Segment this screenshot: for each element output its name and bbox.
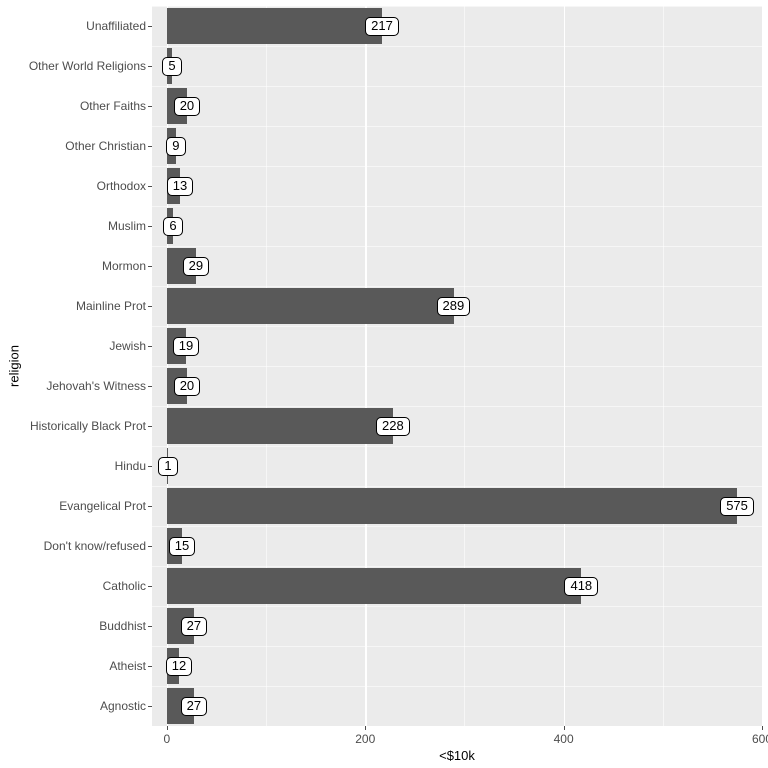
bar (167, 568, 582, 604)
gridline-h-minor (152, 286, 762, 287)
bar-value-label: 289 (437, 297, 471, 316)
bar-value-label: 27 (181, 697, 207, 716)
y-tick-mark (148, 466, 152, 467)
x-tick-mark (365, 726, 366, 730)
y-tick-mark (148, 346, 152, 347)
y-tick-mark (148, 626, 152, 627)
y-tick-label: Agnostic (100, 699, 146, 713)
gridline-h-minor (152, 406, 762, 407)
bar-value-label: 5 (162, 57, 181, 76)
gridline-h-minor (152, 446, 762, 447)
y-tick-mark (148, 306, 152, 307)
gridline-h-minor (152, 726, 762, 727)
figure: 217 5 20 9 13 6 29 289 19 20 228 1 575 15 418 27 12 27 re… (0, 0, 768, 768)
y-tick-mark (148, 586, 152, 587)
bar (167, 488, 737, 524)
y-tick-label: Mormon (102, 259, 146, 273)
bar-value-label: 19 (173, 337, 199, 356)
y-tick-label: Buddhist (99, 619, 146, 633)
y-tick-mark (148, 146, 152, 147)
x-tick-mark (564, 726, 565, 730)
gridline-major (762, 6, 764, 726)
gridline-h-minor (152, 206, 762, 207)
bar-value-label: 217 (365, 17, 399, 36)
bar-value-label: 1 (158, 457, 177, 476)
gridline-h-minor (152, 366, 762, 367)
gridline-h-minor (152, 686, 762, 687)
y-tick-label: Orthodox (97, 179, 146, 193)
y-tick-label: Other World Religions (29, 59, 146, 73)
y-tick-mark (148, 186, 152, 187)
bar-value-label: 20 (174, 377, 200, 396)
y-tick-mark (148, 506, 152, 507)
y-tick-mark (148, 666, 152, 667)
y-tick-mark (148, 226, 152, 227)
x-tick-mark (167, 726, 168, 730)
bar-value-label: 575 (720, 497, 754, 516)
y-tick-label: Other Faiths (80, 99, 146, 113)
y-tick-label: Other Christian (65, 139, 146, 153)
x-tick-label: 200 (355, 732, 375, 746)
gridline-h-minor (152, 566, 762, 567)
bar (167, 408, 393, 444)
y-tick-label: Muslim (108, 219, 146, 233)
y-tick-mark (148, 66, 152, 67)
y-tick-mark (148, 106, 152, 107)
y-tick-mark (148, 266, 152, 267)
bar-value-label: 20 (174, 97, 200, 116)
y-tick-label: Hindu (115, 459, 146, 473)
gridline-h-minor (152, 46, 762, 47)
bar-value-label: 27 (181, 617, 207, 636)
y-tick-label: Mainline Prot (76, 299, 146, 313)
x-axis-title: <$10k (439, 748, 475, 763)
y-tick-label: Jewish (109, 339, 146, 353)
y-tick-mark (148, 26, 152, 27)
y-tick-mark (148, 546, 152, 547)
gridline-h-minor (152, 646, 762, 647)
y-tick-label: Atheist (109, 659, 146, 673)
x-tick-label: 600 (752, 732, 768, 746)
y-tick-label: Unaffiliated (86, 19, 146, 33)
gridline-h-minor (152, 486, 762, 487)
gridline-h-minor (152, 246, 762, 247)
gridline-h-minor (152, 126, 762, 127)
bar-value-label: 12 (166, 657, 192, 676)
x-tick-label: 0 (164, 732, 171, 746)
y-tick-mark (148, 386, 152, 387)
gridline-h-minor (152, 6, 762, 7)
gridline-h-minor (152, 606, 762, 607)
bar-value-label: 15 (169, 537, 195, 556)
x-tick-label: 400 (554, 732, 574, 746)
bar-value-label: 9 (166, 137, 185, 156)
bar (167, 8, 382, 44)
gridline-h-minor (152, 166, 762, 167)
y-tick-label: Historically Black Prot (30, 419, 146, 433)
y-tick-mark (148, 426, 152, 427)
bar (167, 288, 454, 324)
gridline-h-minor (152, 526, 762, 527)
x-tick-mark (762, 726, 763, 730)
bar-value-label: 13 (167, 177, 193, 196)
bar-value-label: 29 (183, 257, 209, 276)
bar-value-label: 418 (564, 577, 598, 596)
y-tick-mark (148, 706, 152, 707)
y-tick-label: Jehovah's Witness (46, 379, 146, 393)
y-tick-label: Don't know/refused (44, 539, 146, 553)
y-tick-label: Evangelical Prot (59, 499, 146, 513)
bar-value-label: 228 (376, 417, 410, 436)
plot-panel: 217 5 20 9 13 6 29 289 19 20 228 1 575 15 418 27 12 27 (152, 6, 762, 726)
y-tick-label: Catholic (103, 579, 146, 593)
y-axis-title: religion (7, 345, 22, 387)
gridline-h-minor (152, 326, 762, 327)
bar-value-label: 6 (163, 217, 182, 236)
gridline-h-minor (152, 86, 762, 87)
